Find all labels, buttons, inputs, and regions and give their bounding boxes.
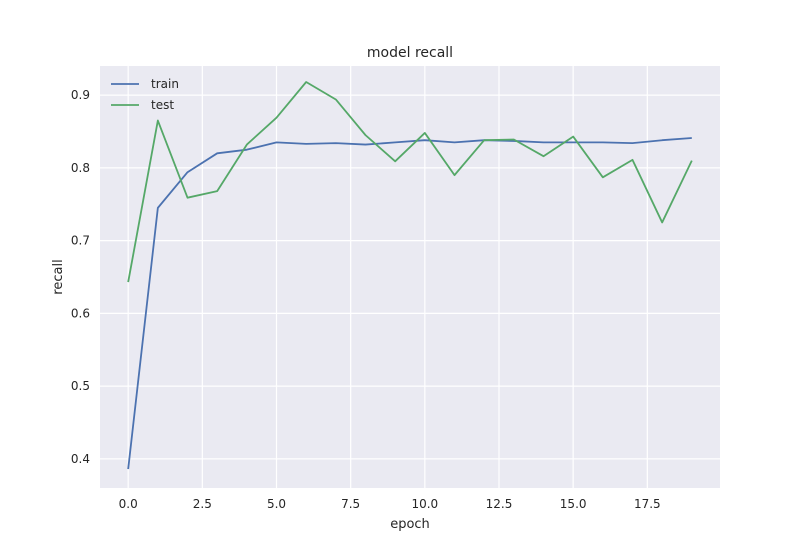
x-tick-label: 12.5 xyxy=(486,497,513,511)
x-tick-label: 17.5 xyxy=(634,497,661,511)
legend: train test xyxy=(111,77,179,112)
chart-title: model recall xyxy=(367,45,453,61)
y-tick-label: 0.9 xyxy=(71,88,90,102)
y-gridlines xyxy=(100,94,720,460)
x-tick-labels: 0.0 2.5 5.0 7.5 10.0 12.5 15.0 17.5 xyxy=(119,497,661,511)
y-tick-label: 0.4 xyxy=(71,452,90,466)
x-tick-label: 10.0 xyxy=(411,497,438,511)
y-tick-label: 0.7 xyxy=(71,234,90,248)
plot-background xyxy=(100,66,720,488)
y-tick-label: 0.6 xyxy=(71,306,90,320)
x-tick-label: 15.0 xyxy=(560,497,587,511)
x-tick-label: 0.0 xyxy=(119,497,138,511)
x-tick-label: 5.0 xyxy=(267,497,286,511)
y-axis-label: recall xyxy=(51,259,66,294)
y-tick-label: 0.8 xyxy=(71,161,90,175)
x-axis-label: epoch xyxy=(390,517,430,532)
series-line-test xyxy=(127,81,693,283)
y-tick-label: 0.5 xyxy=(71,379,90,393)
series-layer xyxy=(127,81,693,470)
series-line-train xyxy=(127,137,692,470)
y-tick-labels: 0.4 0.5 0.6 0.7 0.8 0.9 xyxy=(71,88,90,466)
legend-label-test: test xyxy=(151,98,174,112)
x-tick-label: 7.5 xyxy=(341,497,360,511)
legend-label-train: train xyxy=(151,77,179,91)
x-tick-label: 2.5 xyxy=(193,497,212,511)
